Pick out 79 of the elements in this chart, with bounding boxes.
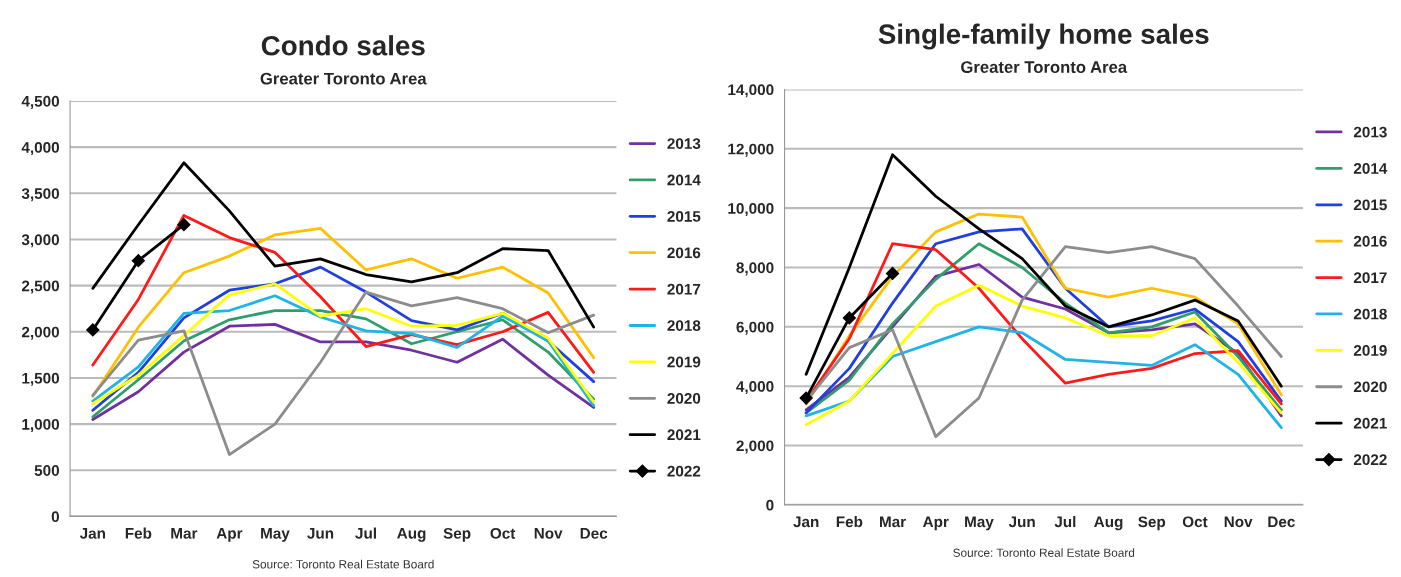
legend-label: 2020 bbox=[1353, 381, 1387, 393]
legend-label: 2014 bbox=[667, 174, 701, 186]
x-tick-label: Jan bbox=[793, 516, 819, 528]
point bbox=[177, 218, 191, 232]
x-tick-label: Sep bbox=[1138, 516, 1166, 531]
y-tick-label: 3,500 bbox=[21, 188, 60, 202]
x-tick-label: Sep bbox=[443, 527, 471, 542]
x-tick-label: Aug bbox=[1094, 516, 1123, 531]
x-tick-label: Aug bbox=[397, 528, 426, 542]
legend-label: 2013 bbox=[1353, 126, 1387, 138]
x-tick-label: Feb bbox=[125, 527, 152, 539]
legend-label: 2015 bbox=[1353, 199, 1387, 211]
legend-label: 2019 bbox=[667, 356, 701, 368]
y-tick-label: 4,000 bbox=[21, 142, 60, 156]
y-tick-label: 2,000 bbox=[21, 326, 60, 340]
point bbox=[86, 323, 100, 337]
y-tick-label: 4,500 bbox=[21, 95, 60, 109]
line-series bbox=[804, 153, 1283, 388]
legend-label: 2019 bbox=[1353, 345, 1387, 356]
x-tick-label: Nov bbox=[1224, 516, 1253, 528]
y-tick-label: 2,000 bbox=[736, 440, 774, 454]
legend-label: 2013 bbox=[667, 138, 701, 150]
y-tick-label: 0 bbox=[51, 511, 60, 523]
x-tick-label: Jul bbox=[1054, 515, 1076, 528]
point bbox=[131, 254, 145, 268]
x-tick-label: Mar bbox=[171, 528, 198, 539]
legend-label: 2017 bbox=[1353, 272, 1387, 284]
x-tick-label: Mar bbox=[879, 516, 906, 528]
line-series bbox=[91, 290, 596, 456]
y-tick-label: 12,000 bbox=[728, 143, 774, 157]
legend-label: 2018 bbox=[667, 320, 701, 331]
y-tick-label: 6,000 bbox=[736, 321, 774, 335]
x-tick-label: Oct bbox=[1182, 516, 1208, 528]
x-tick-label: Jun bbox=[1008, 516, 1035, 528]
chart-title: Condo sales bbox=[261, 35, 425, 56]
x-tick-label: Apr bbox=[922, 516, 949, 531]
source-note: Source: Toronto Real Estate Board bbox=[953, 548, 1135, 557]
y-tick-label: 2,500 bbox=[21, 280, 60, 294]
line-series bbox=[804, 283, 1283, 427]
chart-subtitle: Greater Toronto Area bbox=[961, 61, 1128, 73]
x-tick-label: May bbox=[261, 528, 290, 542]
x-tick-label: Dec bbox=[1268, 516, 1295, 528]
y-tick-label: 14,000 bbox=[728, 84, 774, 98]
legend-label: 2021 bbox=[667, 429, 701, 441]
y-tick-label: 4,000 bbox=[736, 381, 774, 395]
point bbox=[885, 266, 900, 281]
chart-title: Single-family home sales bbox=[878, 23, 1209, 50]
point bbox=[842, 311, 856, 325]
legend-label: 2020 bbox=[667, 392, 701, 404]
y-tick-label: 8,000 bbox=[736, 262, 774, 276]
x-tick-label: Apr bbox=[216, 528, 243, 542]
legend-label: 2016 bbox=[667, 247, 701, 259]
legend-label: 2015 bbox=[667, 210, 701, 222]
source-note: Source: Toronto Real Estate Board bbox=[252, 559, 434, 569]
legend-label: 2018 bbox=[1353, 308, 1387, 320]
legend-label: 2022 bbox=[667, 465, 701, 477]
legend-label: 2022 bbox=[1353, 454, 1387, 466]
line-series bbox=[91, 226, 596, 398]
y-tick-label: 500 bbox=[34, 465, 60, 476]
x-tick-label: Oct bbox=[490, 527, 516, 539]
y-tick-label: 10,000 bbox=[728, 203, 774, 217]
x-tick-label: Nov bbox=[534, 528, 563, 539]
y-tick-label: 1,500 bbox=[22, 372, 60, 386]
y-tick-label: 0 bbox=[766, 499, 774, 511]
legend-label: 2016 bbox=[1353, 235, 1387, 247]
x-tick-label: May bbox=[965, 516, 994, 531]
y-tick-label: 1,000 bbox=[22, 418, 60, 432]
line-series bbox=[91, 161, 596, 329]
x-tick-label: Jan bbox=[79, 528, 106, 539]
x-tick-label: Jul bbox=[355, 527, 376, 539]
chart-subtitle: Greater Toronto Area bbox=[260, 72, 427, 85]
x-tick-label: Feb bbox=[836, 515, 863, 528]
x-tick-label: Dec bbox=[580, 528, 608, 539]
legend-label: 2014 bbox=[1353, 163, 1388, 174]
legend-label: 2017 bbox=[667, 283, 701, 295]
legend-label: 2021 bbox=[1353, 417, 1387, 429]
x-tick-label: Jun bbox=[307, 528, 334, 539]
point bbox=[799, 391, 813, 405]
y-tick-label: 3,000 bbox=[21, 234, 60, 248]
